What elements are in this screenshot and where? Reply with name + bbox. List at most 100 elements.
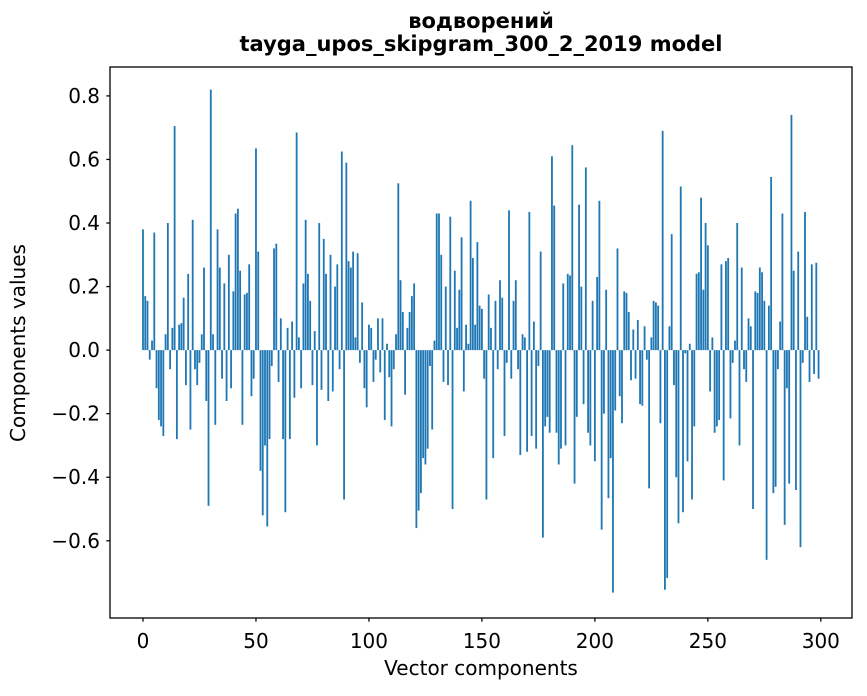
x-tick-label: 150 — [463, 629, 501, 653]
bar — [318, 223, 321, 351]
bar — [709, 350, 712, 392]
bar — [779, 321, 782, 351]
bar — [266, 350, 269, 527]
bar — [548, 350, 551, 433]
bar — [478, 305, 481, 351]
bar — [530, 350, 533, 436]
bar — [148, 350, 151, 360]
bar — [223, 283, 226, 351]
bar — [605, 289, 608, 351]
bar — [625, 292, 628, 351]
bar — [591, 300, 594, 351]
y-tick-label: −0.6 — [51, 529, 100, 553]
bar — [792, 270, 795, 351]
bar — [395, 334, 397, 351]
bar — [270, 350, 273, 367]
bar — [521, 334, 524, 351]
bar — [799, 350, 802, 548]
bar — [236, 208, 239, 351]
bar — [390, 350, 393, 427]
bar — [198, 350, 201, 363]
bar — [171, 327, 174, 351]
bar — [691, 350, 693, 500]
bar — [582, 350, 585, 405]
bar — [293, 350, 296, 398]
bar — [652, 300, 655, 351]
bar — [212, 334, 214, 351]
bar — [255, 148, 257, 351]
bar — [142, 229, 144, 351]
bar — [336, 264, 339, 351]
bar — [632, 329, 635, 351]
bar — [297, 337, 300, 351]
bar — [648, 350, 651, 489]
bar — [182, 297, 185, 351]
bar — [268, 350, 271, 440]
bar — [560, 350, 562, 449]
bar — [431, 350, 434, 430]
bar — [761, 272, 763, 351]
bar — [426, 350, 429, 449]
y-tick-label: 0.0 — [68, 338, 100, 362]
bar — [679, 186, 682, 351]
bar — [666, 350, 669, 578]
bar — [311, 350, 314, 386]
bar — [368, 324, 370, 351]
bar — [356, 253, 359, 351]
bar — [410, 296, 413, 351]
bar — [571, 145, 574, 351]
bar — [517, 350, 519, 370]
bar — [169, 350, 172, 370]
bar — [668, 326, 671, 351]
bar — [209, 89, 212, 351]
bar — [711, 337, 714, 351]
bar — [325, 273, 327, 351]
bar — [553, 205, 556, 351]
bar — [745, 350, 748, 382]
bar — [603, 350, 605, 414]
bar — [392, 350, 395, 370]
bar — [727, 257, 730, 351]
bar — [185, 350, 187, 386]
bar — [320, 350, 323, 390]
bar — [413, 283, 416, 351]
bar — [207, 350, 210, 506]
bar — [216, 229, 219, 351]
bar — [340, 151, 343, 351]
bar — [322, 238, 325, 351]
bar — [614, 350, 617, 411]
y-tick-label: −0.2 — [51, 402, 100, 426]
bar — [458, 289, 461, 351]
bar — [609, 350, 612, 459]
bar — [275, 243, 278, 351]
bar — [754, 291, 757, 351]
bar — [490, 327, 492, 351]
bar — [166, 223, 169, 351]
bar — [747, 318, 750, 351]
bar — [291, 321, 294, 351]
bar — [151, 340, 153, 351]
bar — [331, 350, 334, 392]
bar — [467, 343, 470, 351]
bar — [618, 350, 621, 397]
bar — [178, 324, 181, 351]
bar — [535, 350, 538, 449]
bar — [345, 162, 348, 351]
bar — [476, 242, 479, 351]
bar — [377, 318, 379, 351]
bar — [282, 350, 284, 440]
bar — [221, 350, 223, 379]
bar — [453, 270, 456, 351]
bar — [474, 324, 477, 351]
bar — [758, 267, 761, 351]
bar — [783, 350, 786, 525]
bar — [279, 318, 282, 351]
y-tick-label: 0.2 — [68, 275, 100, 299]
bar — [786, 350, 788, 389]
bar — [639, 350, 641, 405]
bar — [808, 350, 811, 382]
bar — [196, 350, 199, 386]
bar — [722, 350, 725, 481]
bar — [557, 350, 560, 465]
